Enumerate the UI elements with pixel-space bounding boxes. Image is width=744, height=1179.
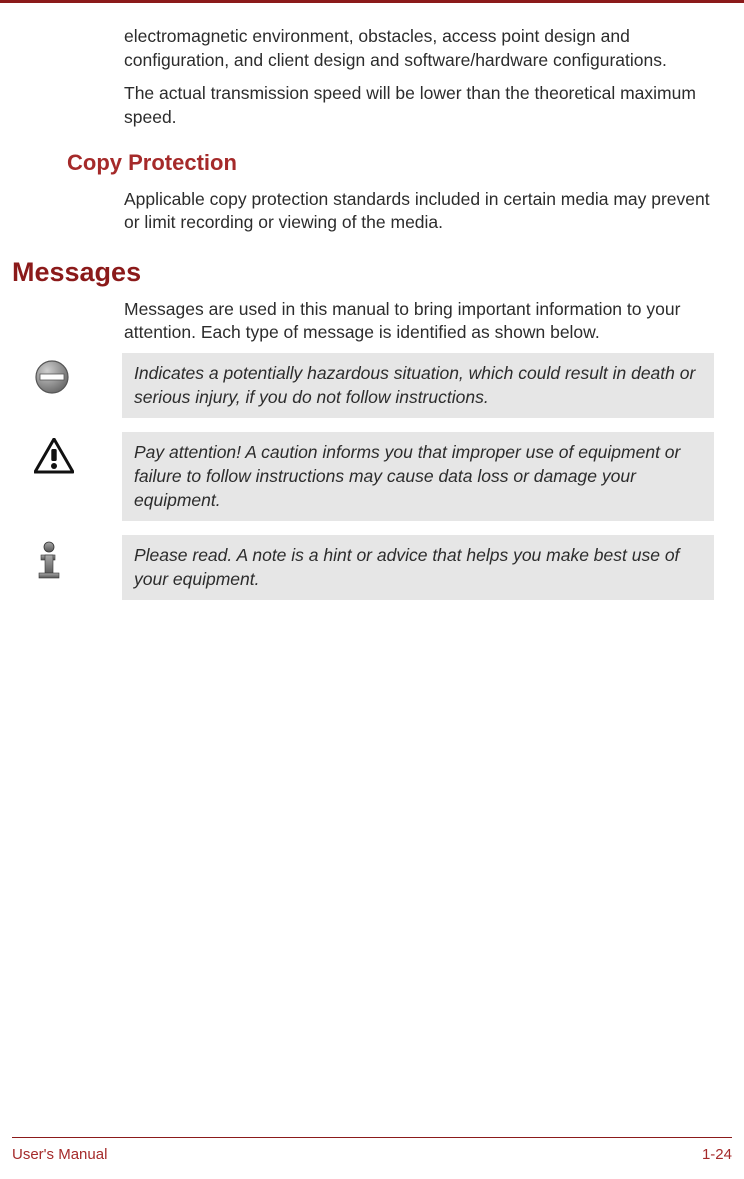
info-icon — [12, 535, 122, 581]
message-text: Indicates a potentially hazardous situat… — [122, 353, 714, 418]
page: electromagnetic environment, obstacles, … — [0, 0, 744, 1179]
paragraph: electromagnetic environment, obstacles, … — [124, 25, 714, 72]
prohibit-icon — [12, 353, 122, 395]
content-block: Applicable copy protection standards inc… — [12, 188, 732, 235]
message-row-note: Please read. A note is a hint or advice … — [12, 535, 732, 600]
paragraph: The actual transmission speed will be lo… — [124, 82, 714, 129]
message-row-warning: Indicates a potentially hazardous situat… — [12, 353, 732, 418]
message-row-caution: Pay attention! A caution informs you tha… — [12, 432, 732, 521]
content-block: electromagnetic environment, obstacles, … — [12, 25, 732, 130]
footer-left: User's Manual — [12, 1146, 107, 1163]
heading-copy-protection: Copy Protection — [67, 150, 732, 176]
page-footer: User's Manual 1-24 — [12, 1137, 732, 1163]
warning-icon — [12, 432, 122, 474]
footer-right: 1-24 — [702, 1146, 732, 1163]
paragraph: Applicable copy protection standards inc… — [124, 188, 714, 235]
message-text: Please read. A note is a hint or advice … — [122, 535, 714, 600]
heading-messages: Messages — [12, 257, 732, 288]
message-text: Pay attention! A caution informs you tha… — [122, 432, 714, 521]
messages-intro: Messages are used in this manual to brin… — [12, 298, 732, 345]
